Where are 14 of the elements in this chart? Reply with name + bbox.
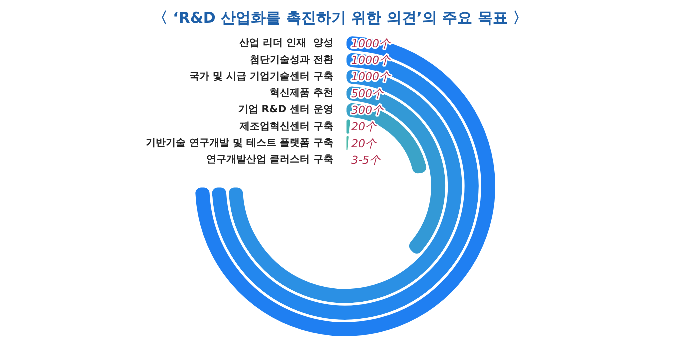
category-label: 연구개발산업 클러스터 구축 (206, 154, 334, 166)
data-label: 1000个 (352, 37, 392, 50)
data-label: 500个 (352, 87, 384, 100)
category-label: 첨단기술성과 전환 (250, 54, 334, 66)
category-label: 산업 리더 인재 양성 (240, 38, 334, 50)
category-label: 제조업혁신센터 구축 (239, 121, 334, 132)
category-label: 혁신제품 추천 (270, 88, 334, 100)
data-label: 3-5个 (352, 154, 382, 167)
category-label: 기반기술 연구개발 및 테스트 플랫폼 구축 (146, 138, 334, 149)
data-label: 20个 (352, 137, 378, 150)
category-label: 기업 R&D 센터 운영 (238, 104, 334, 116)
data-label: 20个 (352, 120, 378, 134)
category-label: 국가 및 시급 기업기술센터 구축 (190, 71, 334, 82)
text: 〈 ‘R&D 산업화를 촉진하기 위한 의견’의 주요 목표 〉 (152, 8, 530, 29)
